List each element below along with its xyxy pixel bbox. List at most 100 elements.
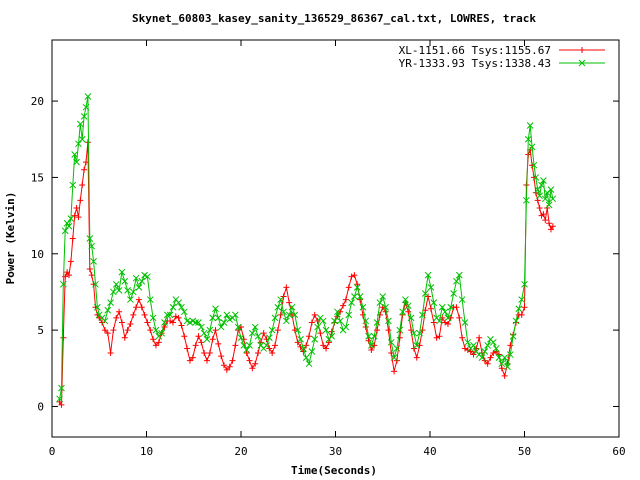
- data-point: [544, 204, 551, 211]
- data-point: [399, 308, 406, 316]
- data-point: [391, 368, 398, 375]
- data-point: [542, 217, 549, 224]
- data-point: [149, 314, 157, 322]
- data-point: [334, 308, 341, 316]
- data-point: [456, 314, 463, 321]
- data-point: [342, 296, 349, 303]
- data-point: [121, 334, 128, 341]
- data-point: [495, 354, 503, 361]
- x-tick-label: 50: [518, 445, 531, 458]
- data-point: [300, 345, 307, 352]
- data-point: [144, 319, 151, 326]
- data-point: [214, 314, 222, 322]
- data-point: [260, 330, 267, 337]
- data-point: [518, 311, 525, 318]
- data-point: [545, 201, 553, 209]
- data-point: [438, 303, 446, 311]
- data-point: [81, 166, 88, 173]
- data-point: [121, 277, 129, 285]
- series-2: [56, 93, 557, 403]
- data-point: [268, 326, 276, 334]
- data-point: [396, 334, 403, 341]
- data-point: [186, 357, 193, 364]
- data-point: [328, 332, 336, 340]
- data-point: [504, 363, 511, 371]
- data-point: [92, 280, 99, 288]
- data-point: [63, 219, 71, 227]
- data-point: [144, 273, 151, 281]
- data-point: [218, 353, 225, 360]
- data-point: [291, 327, 298, 334]
- data-point: [498, 360, 506, 368]
- data-point: [127, 321, 134, 328]
- data-point: [147, 327, 154, 334]
- data-point: [178, 303, 185, 311]
- data-point: [336, 317, 344, 325]
- data-point: [184, 345, 191, 352]
- data-point: [94, 303, 101, 311]
- data-point: [436, 317, 443, 325]
- data-point: [476, 334, 483, 341]
- data-point: [231, 311, 239, 319]
- data-point: [234, 323, 242, 331]
- data-point: [430, 299, 438, 306]
- data-point: [107, 350, 114, 357]
- data-point: [283, 317, 290, 325]
- data-point: [56, 395, 63, 403]
- data-point: [129, 288, 137, 296]
- data-point: [467, 348, 474, 355]
- data-point: [203, 335, 211, 343]
- data-point: [331, 317, 338, 325]
- data-point: [77, 197, 84, 204]
- data-point: [311, 335, 319, 343]
- data-point: [509, 332, 517, 340]
- data-point: [419, 311, 426, 319]
- data-point: [283, 284, 290, 291]
- data-point: [195, 333, 202, 340]
- data-point: [152, 326, 160, 334]
- data-point: [351, 293, 358, 300]
- data-point: [549, 195, 557, 203]
- data-point: [455, 271, 463, 279]
- data-point: [322, 326, 330, 334]
- data-point: [135, 284, 143, 291]
- data-point: [90, 258, 97, 265]
- data-point: [146, 296, 154, 303]
- data-point: [547, 226, 554, 233]
- data-point: [133, 304, 140, 311]
- data-point: [240, 342, 248, 349]
- data-point: [518, 296, 526, 303]
- data-point: [86, 235, 94, 242]
- data-point: [540, 211, 547, 218]
- data-point: [138, 304, 145, 311]
- data-point: [526, 122, 534, 129]
- data-point: [308, 319, 315, 326]
- data-point: [345, 311, 353, 319]
- data-point: [112, 280, 120, 288]
- axes: 0 10 20 30 40 50 60 0 5 10 15 20: [31, 39, 626, 458]
- data-point: [76, 120, 84, 128]
- data-point: [379, 293, 387, 300]
- data-point: [337, 308, 344, 315]
- data-point: [66, 272, 73, 279]
- data-point: [549, 223, 556, 230]
- data-point: [248, 329, 256, 337]
- data-point: [444, 314, 452, 322]
- data-point: [226, 363, 233, 370]
- data-point: [376, 299, 384, 306]
- data-point: [246, 342, 253, 349]
- data-point: [263, 342, 270, 349]
- data-point: [107, 299, 114, 306]
- data-point: [243, 346, 251, 354]
- data-point: [447, 314, 454, 321]
- legend-entry-label: XL-1151.66 Tsys:1155.67: [399, 44, 551, 57]
- data-point: [274, 327, 281, 334]
- data-point: [209, 336, 216, 343]
- data-point: [71, 151, 79, 158]
- data-point: [308, 348, 316, 355]
- data-point: [532, 189, 539, 196]
- data-point: [487, 354, 494, 361]
- data-point: [424, 271, 432, 279]
- data-point: [71, 212, 78, 219]
- data-point: [506, 351, 514, 358]
